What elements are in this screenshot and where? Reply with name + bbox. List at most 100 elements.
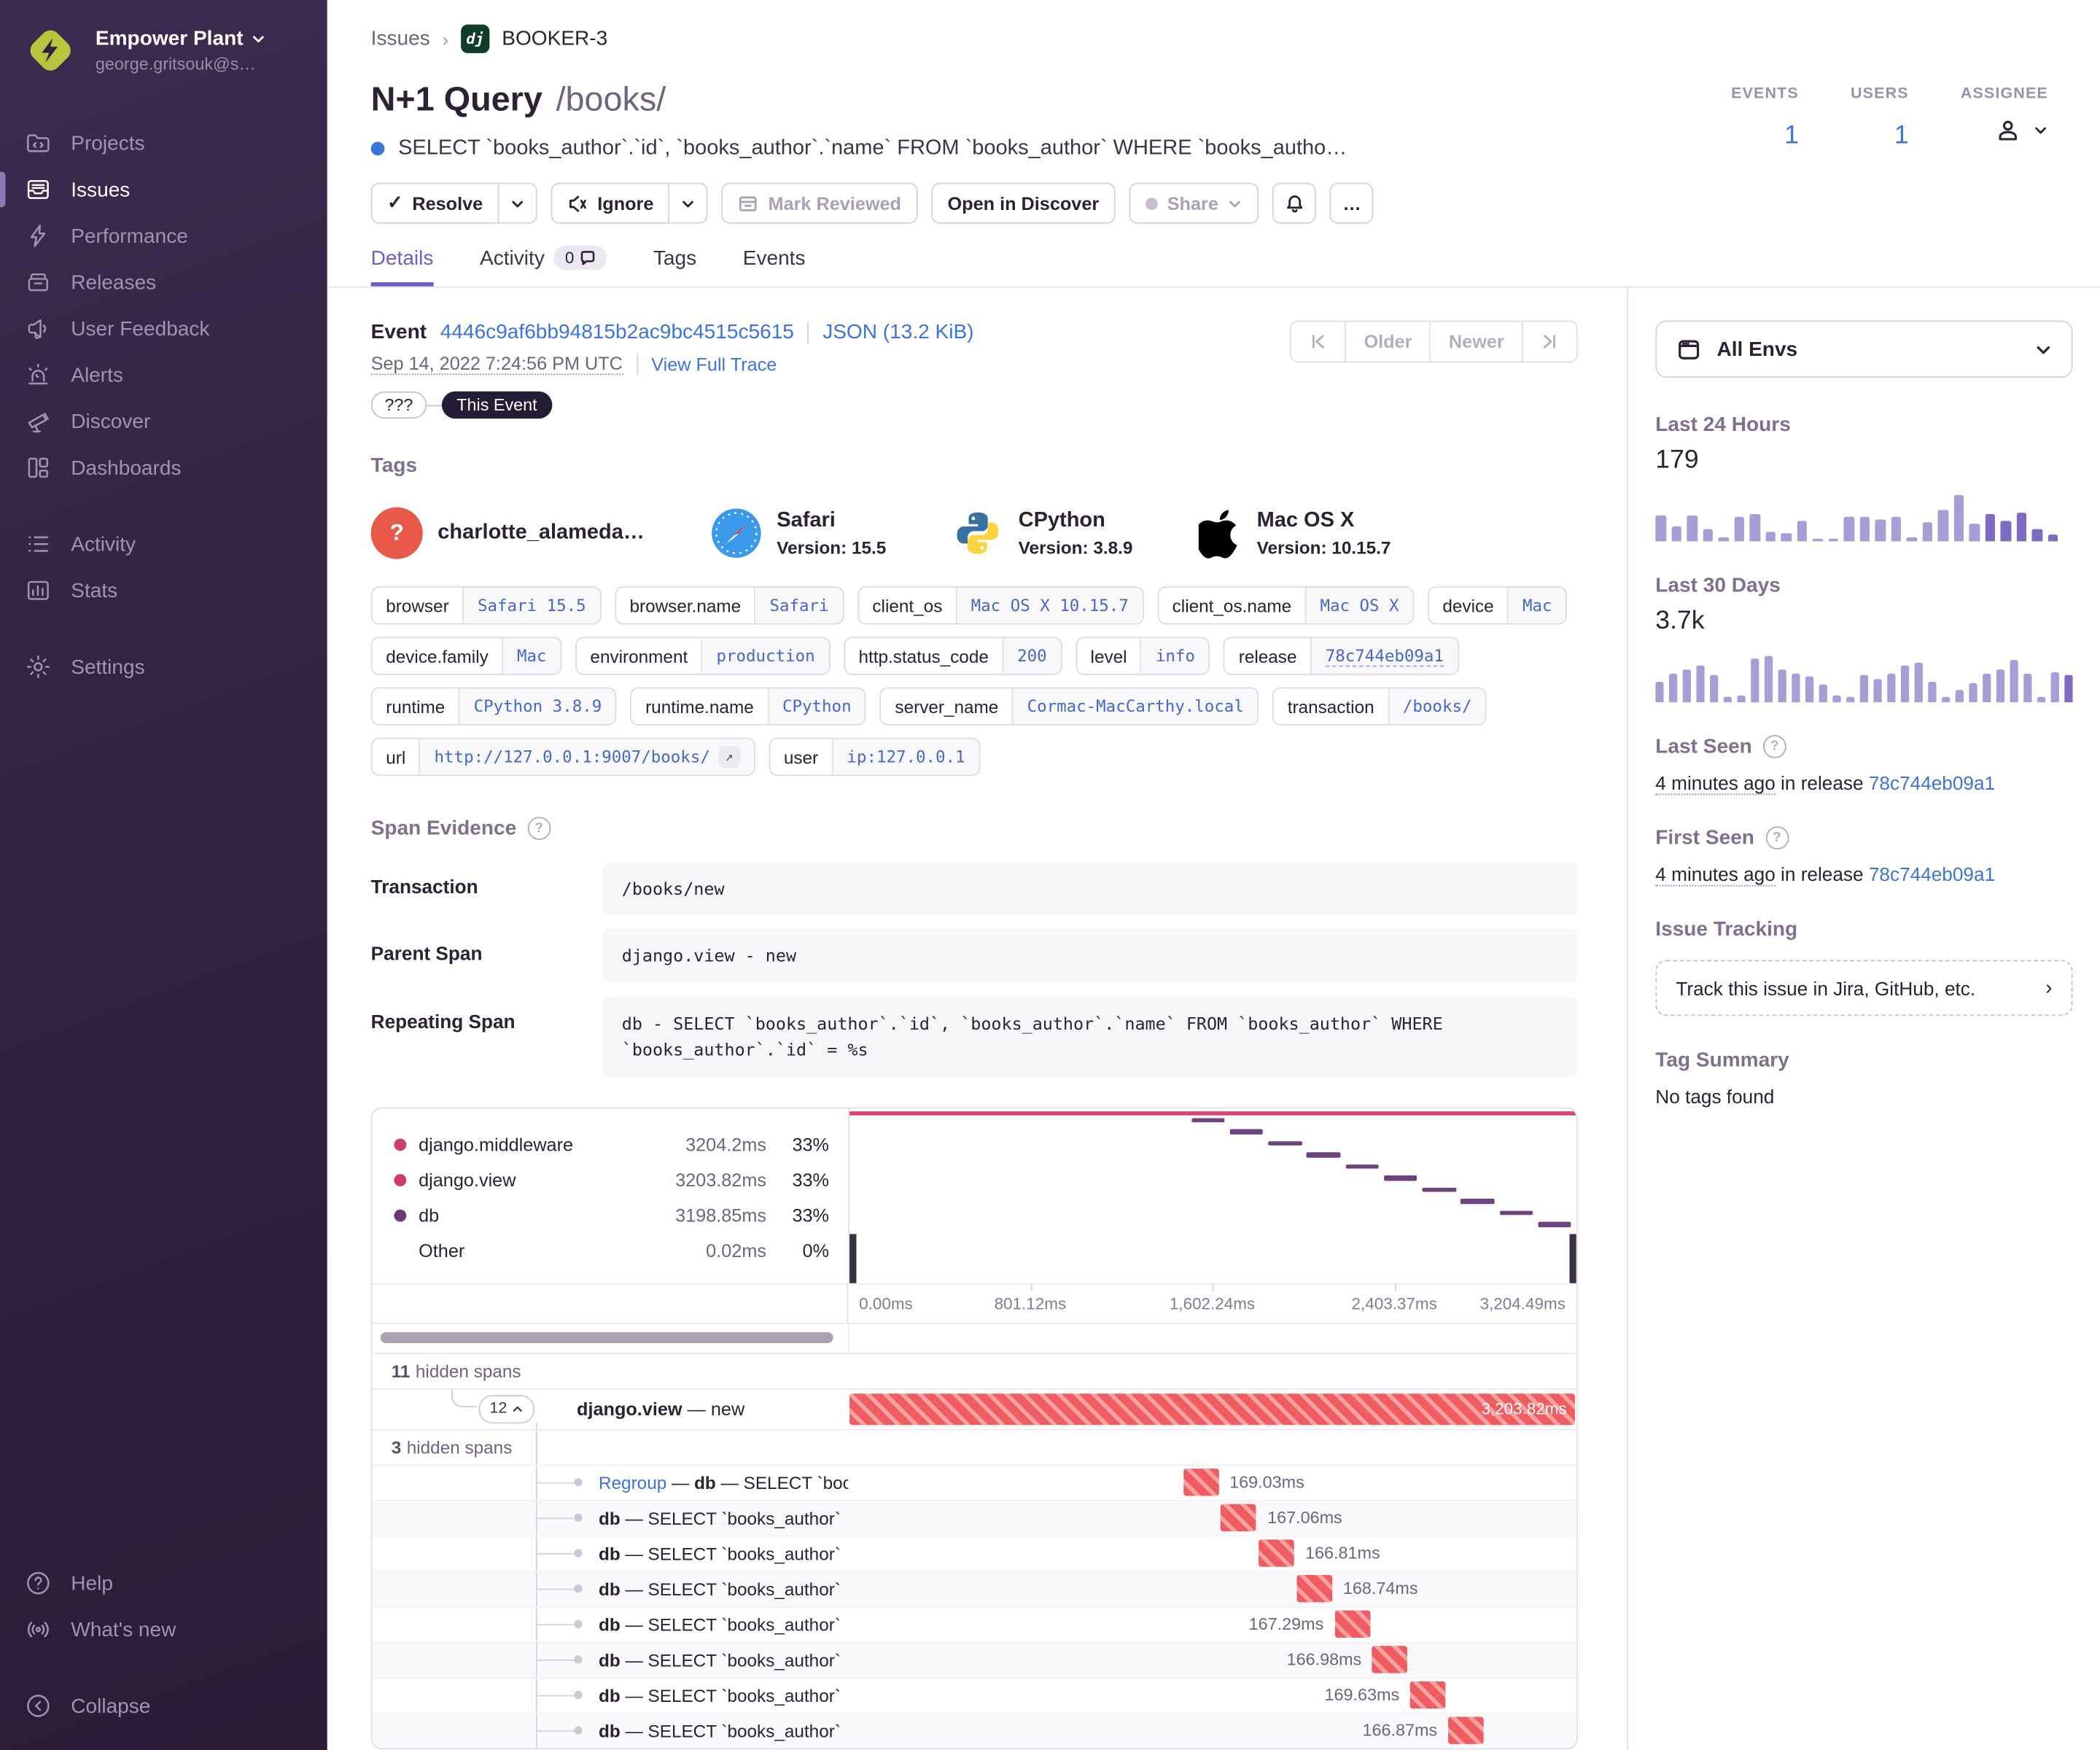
tag-value[interactable]: CPython 3.8.9 [459,688,615,725]
trace-minimap[interactable] [848,1108,1576,1283]
span-duration-bar[interactable] [1259,1539,1295,1567]
tag-value[interactable]: ip:127.0.0.1 [831,739,979,775]
span-row[interactable]: Regroup — db — SELECT `boo 169.03ms [372,1463,1576,1500]
tag-value[interactable]: CPython [767,688,866,725]
tag-value[interactable]: /books/ [1388,688,1486,725]
track-issue-button[interactable]: Track this issue in Jira, GitHub, etc. › [1655,960,2073,1016]
tag-pill-url[interactable]: url http://127.0.0.1:9007/books/↗ [370,737,755,777]
resolve-dropdown-button[interactable] [499,182,537,224]
sidebar-item-dashboards[interactable]: Dashboards [0,445,327,491]
tab-details[interactable]: Details [370,246,434,287]
tag-pill-environment[interactable]: environment production [575,637,831,675]
span-duration-bar[interactable] [1221,1504,1257,1532]
span-group-bar[interactable]: 3,203.82ms [849,1393,1575,1425]
sidebar-item-collapse[interactable]: Collapse [0,1683,327,1730]
tag-pill-level[interactable]: level info [1075,637,1210,675]
sidebar-item-releases[interactable]: Releases [0,259,327,306]
mark-reviewed-button[interactable]: Mark Reviewed [721,182,918,224]
span-row[interactable]: db — SELECT `books_author` 166.98ms [372,1641,1576,1677]
span-duration-bar[interactable] [1410,1681,1446,1709]
span-row[interactable]: db — SELECT `books_author` 166.81ms [372,1534,1576,1571]
tag-value[interactable]: Cormac-MacCarthy.local [1012,688,1258,725]
event-json-link[interactable]: JSON (13.2 KiB) [822,320,974,344]
tag-value[interactable]: Mac [1507,588,1566,623]
featured-tag-safari[interactable]: Safari Version: 15.5 [710,508,886,559]
horizontal-scrollbar[interactable] [380,1331,833,1343]
span-row[interactable]: db — SELECT `books_author` 168.74ms [372,1570,1576,1606]
span-duration-bar[interactable] [1296,1574,1332,1603]
span-row[interactable]: db — SELECT `books_author` 167.29ms [372,1606,1576,1641]
tag-value[interactable]: Mac OS X [1304,588,1413,623]
tag-pill-device.family[interactable]: device.family Mac [370,637,562,675]
tag-pill-server_name[interactable]: server_name Cormac-MacCarthy.local [879,687,1259,726]
regroup-link[interactable]: Regroup [598,1471,667,1493]
span-duration-bar[interactable] [1183,1469,1219,1496]
oldest-event-button[interactable] [1291,322,1345,361]
tab-activity[interactable]: Activity 0 [480,245,607,287]
tag-pill-browser[interactable]: browser Safari 15.5 [370,586,602,625]
span-row[interactable]: db — SELECT `books_author` 166.87ms [372,1711,1576,1748]
sidebar-item-alerts[interactable]: Alerts [0,351,327,398]
span-duration-bar[interactable] [1372,1646,1408,1673]
ignore-dropdown-button[interactable] [669,182,709,224]
external-link-icon[interactable]: ↗ [718,745,740,768]
sidebar-item-stats[interactable]: Stats [0,567,327,614]
first-seen-release-link[interactable]: 78c744eb09a1 [1868,863,1996,885]
newer-event-button[interactable]: Newer [1429,322,1522,362]
sidebar-item-performance[interactable]: Performance [0,213,327,260]
sidebar-item-help[interactable]: Help [0,1560,327,1606]
tag-value[interactable]: Safari 15.5 [462,588,600,623]
open-in-discover-button[interactable]: Open in Discover [931,182,1116,224]
help-icon[interactable]: ? [1762,734,1786,758]
tag-pill-device[interactable]: device Mac [1427,586,1568,625]
breadcrumb-issues-link[interactable]: Issues [370,27,430,51]
featured-tag-cpython[interactable]: CPython Version: 3.8.9 [952,508,1132,559]
span-row[interactable]: db — SELECT `books_author` 167.06ms [372,1499,1576,1535]
span-duration-bar[interactable] [1448,1716,1484,1744]
featured-tag-charlotte-alameda-[interactable]: ? charlotte_alameda… [370,507,645,559]
hidden-spans-row-above[interactable]: 11 hidden spans [372,1352,1576,1388]
sidebar-item-settings[interactable]: Settings [0,644,327,691]
tag-value[interactable]: http://127.0.0.1:9007/books/↗ [419,739,754,775]
help-icon[interactable]: ? [1765,826,1789,850]
span-row[interactable]: db — SELECT `books_author` 169.63ms [372,1676,1576,1712]
sidebar-item-issues[interactable]: Issues [0,166,327,213]
tab-events[interactable]: Events [742,246,806,270]
tag-value[interactable]: info [1140,638,1209,674]
subscribe-bell-button[interactable] [1272,182,1317,224]
users-count-link[interactable]: 1 [1894,121,1909,150]
help-icon[interactable]: ? [527,817,551,840]
skip-to-latest-button[interactable] [1522,322,1576,362]
tag-pill-user[interactable]: user ip:127.0.0.1 [769,737,981,777]
tag-pill-runtime[interactable]: runtime CPython 3.8.9 [370,687,617,726]
tab-tags[interactable]: Tags [653,246,697,270]
sidebar-item-user-feedback[interactable]: User Feedback [0,306,327,352]
ignore-button[interactable]: Ignore [551,182,670,224]
older-event-button[interactable]: Older [1345,322,1429,362]
sidebar-item-projects[interactable]: Projects [0,120,327,167]
tag-pill-client_os[interactable]: client_os Mac OS X 10.15.7 [857,586,1144,625]
last-seen-release-link[interactable]: 78c744eb09a1 [1868,771,1996,794]
resolve-button[interactable]: ✓ Resolve [370,182,499,224]
tag-pill-release[interactable]: release 78c744eb09a1 [1224,637,1459,675]
share-button[interactable]: Share [1129,182,1260,224]
tag-pill-client_os.name[interactable]: client_os.name Mac OS X [1157,586,1415,625]
tag-value[interactable]: 200 [1002,638,1061,674]
sidebar-item-discover[interactable]: Discover [0,398,327,445]
sidebar-item-activity[interactable]: Activity [0,521,327,567]
event-id-link[interactable]: 4446c9af6bb94815b2ac9bc4515c5615 [440,320,794,344]
hidden-spans-row-inner[interactable]: 3 hidden spans [372,1428,1576,1464]
tag-value[interactable]: Mac OS X 10.15.7 [956,588,1143,623]
tag-value[interactable]: production [701,638,829,674]
sidebar-item-whats-new[interactable]: What's new [0,1606,327,1653]
environment-selector[interactable]: All Envs [1655,320,2073,378]
tag-value[interactable]: Mac [502,638,561,674]
tag-value[interactable]: 78c744eb09a1 [1310,638,1458,674]
tag-value[interactable]: Safari [754,588,843,623]
tag-pill-http.status_code[interactable]: http.status_code 200 [843,637,1062,675]
events-count-link[interactable]: 1 [1784,121,1799,150]
featured-tag-mac-os-x[interactable]: Mac OS X Version: 10.15.7 [1198,508,1391,559]
minimap-right-handle[interactable] [1569,1233,1576,1283]
tag-pill-browser.name[interactable]: browser.name Safari [614,586,844,625]
org-switcher[interactable]: Empower Plant george.gritsouk@s… [0,0,327,98]
